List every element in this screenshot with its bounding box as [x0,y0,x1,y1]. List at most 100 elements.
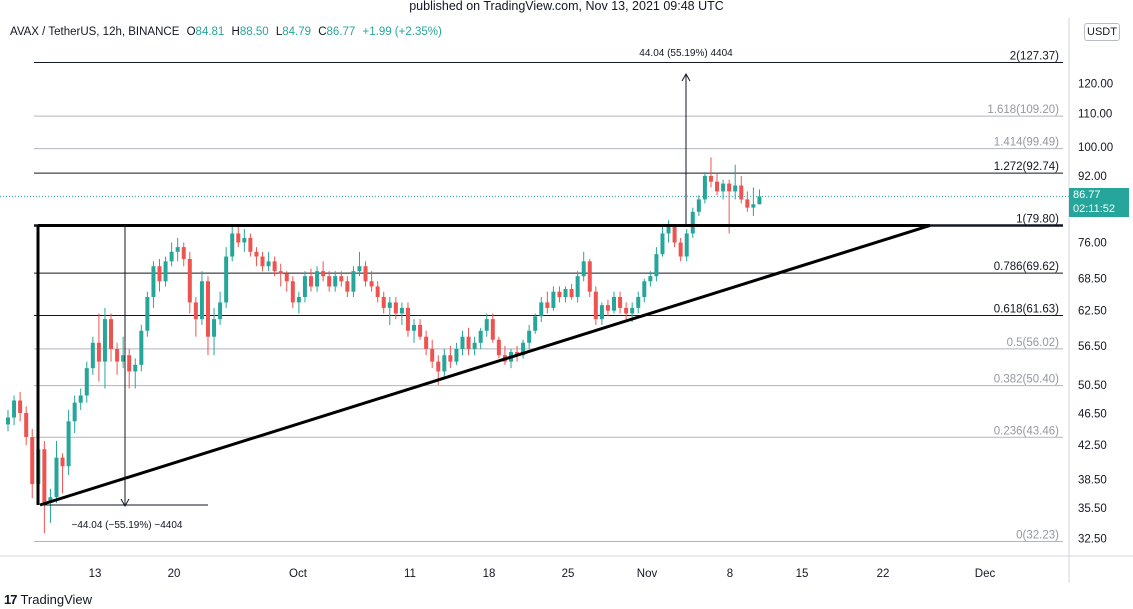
candle-body [30,436,35,485]
candle-body [715,181,720,192]
y-tick-label: 46.50 [1078,409,1107,421]
candle-body [212,319,217,337]
candle-body [430,348,435,362]
candle-body [96,342,101,362]
candle-body [466,336,471,349]
candle-body [399,307,404,314]
y-tick-label: 76.00 [1078,238,1107,250]
candle-body [696,199,701,212]
candle-body [309,276,313,287]
candle-body [593,291,598,320]
candle-body [60,457,65,467]
high-label: H [231,26,240,38]
fib-level-label: 0.236(43.46) [994,425,1059,437]
symbol-title[interactable]: AVAX / TetherUS, 12h, BINANCE [10,26,180,38]
candle-body [18,400,23,413]
down-arrow-icon [120,498,130,508]
candle-body [708,175,713,182]
candle-body [684,233,689,257]
candle-body [218,302,223,320]
candle-body [24,412,29,437]
candle-body [569,289,574,297]
candle-body [721,183,726,192]
fib-level-label: 1(79.80) [1016,214,1059,226]
candle-body [321,271,326,277]
candle-body [205,281,210,337]
candle-body [145,296,150,331]
y-tick-label: 100.00 [1078,142,1113,154]
candle-body [454,348,459,362]
candle-body [757,196,762,205]
candle-body [672,226,677,243]
y-tick-label: 92.00 [1078,171,1107,183]
candle-body [648,276,653,282]
candle-body [581,261,586,277]
close-value: 86.77 [326,26,356,38]
last-price-tag: 86.77 02:11:52 [1069,188,1129,217]
last-price: 86.77 [1073,189,1101,201]
y-tick-label: 62.50 [1078,306,1107,318]
candle-body [242,237,247,243]
candle-body [642,281,647,297]
candle-body [739,185,744,200]
open-label: O [186,26,196,38]
candle-body [357,266,362,272]
fib-level-label: 1.414(99.49) [994,137,1059,149]
candle-body [224,256,229,303]
candle-body [272,261,277,272]
candle-body [302,276,307,297]
tradingview-brand: TradingView [20,592,93,607]
candle-body [442,355,447,372]
candle-body [90,342,95,369]
candle-body [460,336,465,349]
candle-body [42,449,47,503]
candle-body [230,233,235,257]
x-tick-label: 15 [796,568,809,580]
symbol-legend: AVAX / TetherUS, 12h, BINANCE O84.81 H88… [10,26,442,38]
candle-body [490,319,495,340]
candle-body [654,254,659,277]
candle-body [351,271,356,292]
up-measure-label: 44.04 (55.19%) 4404 [639,48,733,59]
candle-body [745,199,750,208]
candle-body [393,302,398,314]
candle-body [236,233,241,243]
candle-body [630,307,635,314]
candle-body [636,296,641,308]
down-measure-label: −44.04 (−55.19%) −4404 [72,520,183,531]
candle-body [448,355,453,362]
low-value: 84.79 [282,26,312,38]
candle-body [521,342,526,356]
candle-body [496,339,501,356]
candle-body [484,319,489,331]
candle-body [363,266,368,282]
currency-button[interactable]: USDT [1084,23,1120,41]
candle-body [78,395,83,403]
candle-body [260,256,265,267]
candle-body [151,266,156,297]
candle-body [278,271,283,274]
open-value: 84.81 [195,26,225,38]
candle-body [381,296,386,308]
candle-body [539,302,544,317]
fib-level-label: 1.272(92.74) [994,161,1059,173]
candle-body [266,261,271,267]
candle-body [139,330,144,365]
tradingview-footer[interactable]: 17 TradingView [4,592,92,607]
candle-body [48,497,53,503]
candle-body [624,307,629,314]
candle-body [187,258,192,303]
low-label: L [275,26,283,38]
candle-body [181,247,186,259]
candle-body [751,204,756,208]
candle-body [66,421,71,467]
fib-level-label: 0.5(56.02) [1007,337,1060,349]
candle-body [424,336,429,349]
y-tick-label: 110.00 [1078,109,1112,121]
x-tick-label: 8 [727,568,733,580]
y-tick-label: 42.50 [1078,440,1107,452]
y-tick-label: 50.50 [1078,380,1107,392]
fib-level-label: 2(127.37) [1010,51,1059,63]
candle-body [369,281,374,287]
